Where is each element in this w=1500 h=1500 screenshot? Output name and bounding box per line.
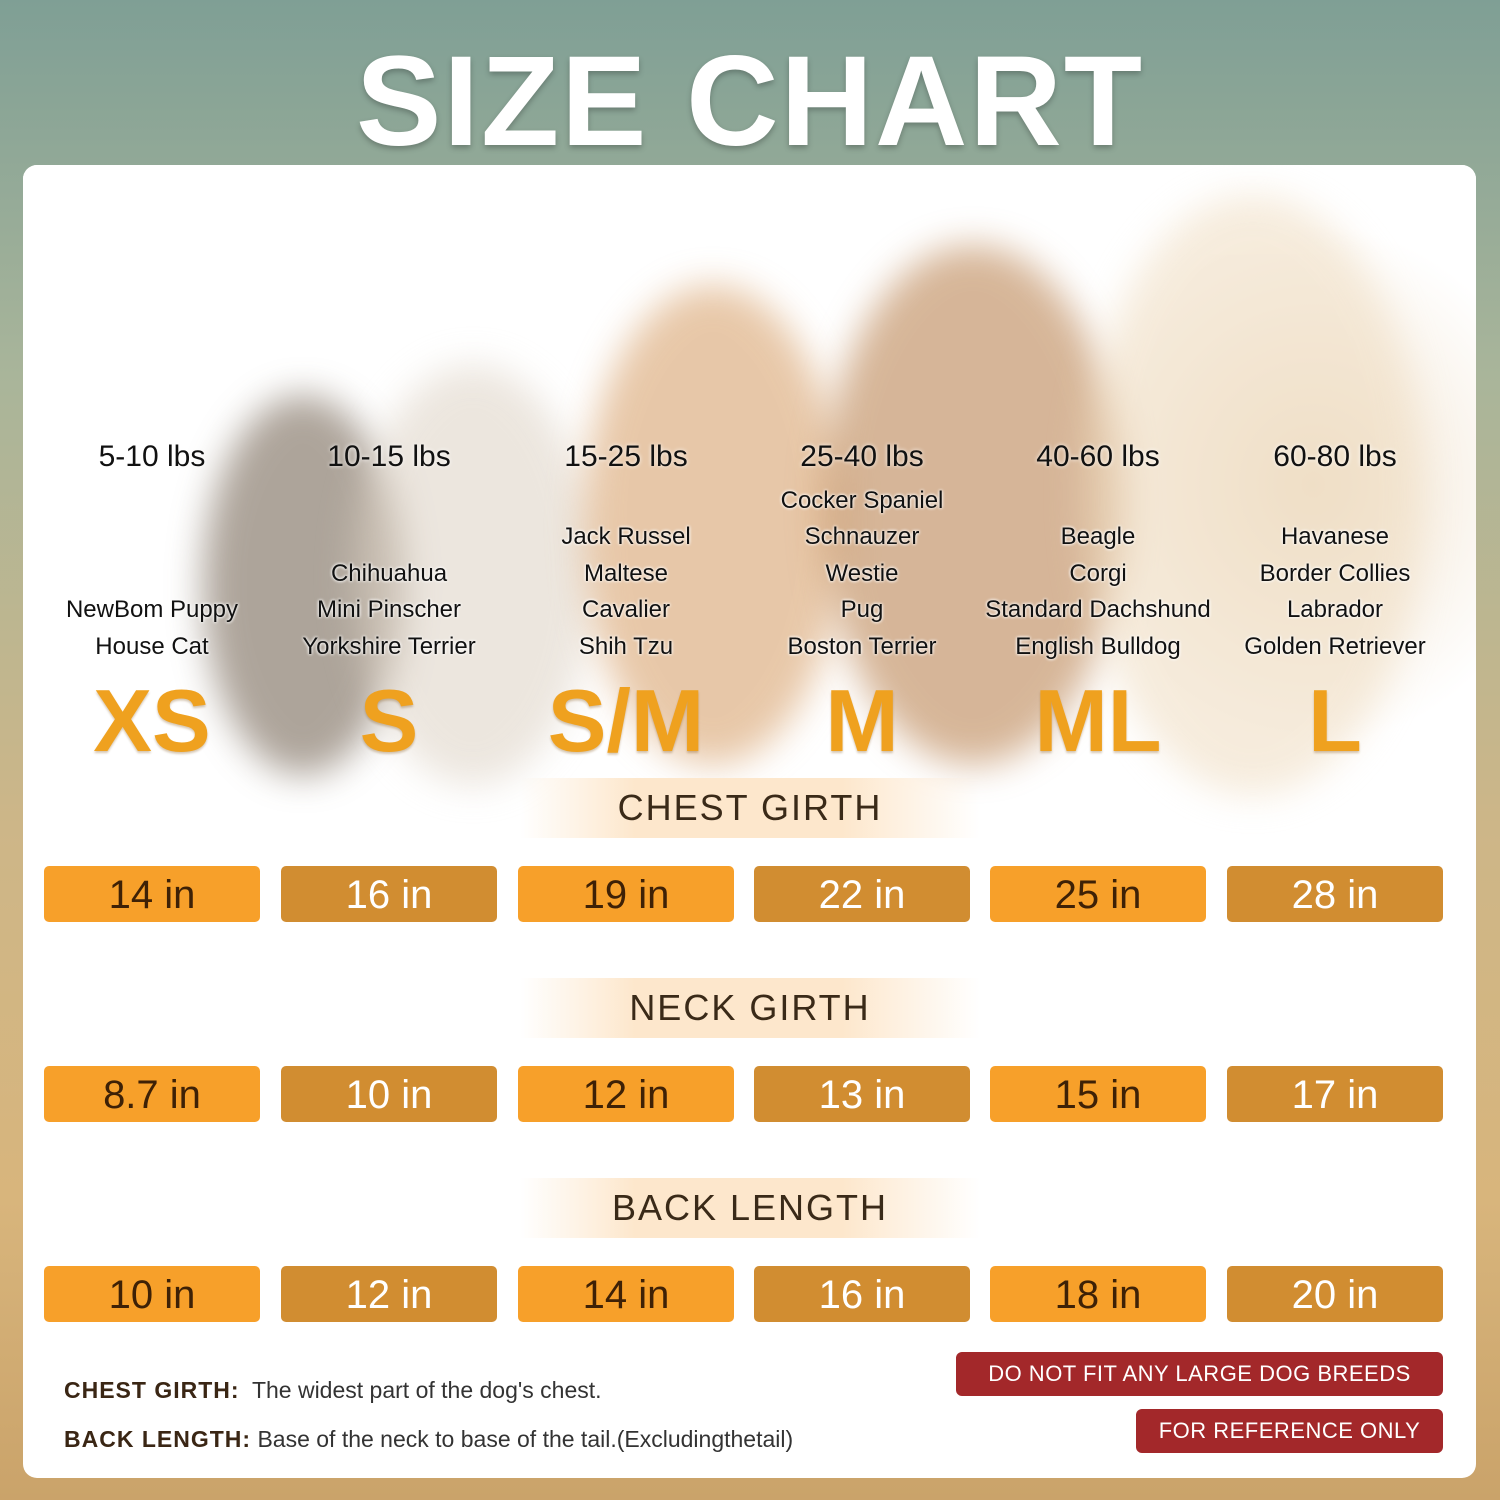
dogs-photo	[23, 165, 1476, 845]
size-label: ML	[1034, 671, 1162, 770]
breed-name: Havanese	[1280, 523, 1390, 550]
note-chest-girth: CHEST GIRTH: The widest part of the dog'…	[64, 1377, 602, 1403]
weight-range: 25-40 lbs	[800, 440, 924, 473]
breed-name: Corgi	[1069, 559, 1127, 587]
measurement-value: 12 in	[518, 1066, 734, 1122]
size-chart-card: 5-10 lbs NewBom Puppy House Cat XS 10-15 l…	[23, 165, 1476, 1478]
page-title: SIZE CHART	[356, 30, 1144, 173]
warning-reference-only: FOR REFERENCE ONLY	[1136, 1409, 1443, 1453]
weight-range: 15-25 lbs	[564, 440, 688, 473]
breed-name: NewBom Puppy	[65, 596, 239, 623]
breed-name: Shih Tzu	[578, 632, 674, 660]
breed-name: Jack Russel	[561, 523, 691, 550]
section-heading: CHEST GIRTH	[520, 778, 980, 838]
measurement-value: 14 in	[518, 1266, 734, 1322]
size-label: XS	[93, 671, 211, 770]
breed-name: Border Collies	[1259, 559, 1411, 587]
breed-list: Beagle Corgi Standard Dachshund English Bul…	[970, 519, 1226, 665]
breed-name: Pug	[840, 596, 884, 623]
breed-list: NewBom Puppy House Cat	[24, 592, 280, 665]
breed-name: House Cat	[95, 632, 209, 660]
breed-name: Standard Dachshund	[985, 596, 1211, 623]
measurement-value: 22 in	[754, 866, 970, 922]
breed-name: Mini Pinscher	[316, 596, 462, 623]
measurement-value: 20 in	[1227, 1266, 1443, 1322]
breed-name: Maltese	[583, 559, 669, 587]
warning-large-breeds: DO NOT FIT ANY LARGE DOG BREEDS	[956, 1352, 1443, 1396]
breed-name: Beagle	[1060, 523, 1136, 550]
measurement-value: 16 in	[281, 866, 497, 922]
measurement-value: 10 in	[281, 1066, 497, 1122]
breed-list: Chihuahua Mini Pinscher Yorkshire Terrier	[261, 556, 517, 666]
size-label: M	[825, 671, 899, 770]
breed-name: Chihuahua	[330, 559, 448, 587]
size-label: S	[359, 671, 419, 770]
weight-range: 40-60 lbs	[1036, 440, 1160, 473]
measurement-value: 25 in	[990, 866, 1206, 922]
breed-name: Yorkshire Terrier	[302, 632, 476, 660]
weight-range: 60-80 lbs	[1273, 440, 1397, 473]
measurement-value: 14 in	[44, 866, 260, 922]
breed-list: Cocker Spaniel Schnauzer Westie Pug Boston T…	[734, 483, 990, 666]
breed-name: Westie	[825, 559, 899, 587]
measurement-value: 18 in	[990, 1266, 1206, 1322]
measurement-value: 10 in	[44, 1266, 260, 1322]
weight-range: 10-15 lbs	[327, 440, 451, 473]
measurement-value: 8.7 in	[44, 1066, 260, 1122]
weight-range: 5-10 lbs	[98, 440, 206, 473]
breed-name: Cavalier	[581, 596, 671, 623]
measurement-value: 13 in	[754, 1066, 970, 1122]
breed-list: Havanese Border Collies Labrador Golden Ret…	[1207, 519, 1463, 665]
section-heading: BACK LENGTH	[520, 1178, 980, 1238]
breed-name: English Bulldog	[1015, 632, 1181, 660]
size-label: L	[1308, 671, 1362, 770]
breed-name: Boston Terrier	[787, 632, 937, 660]
size-label: S/M	[547, 671, 705, 770]
note-back-length: BACK LENGTH: Base of the neck to base of…	[64, 1426, 794, 1452]
measurement-value: 15 in	[990, 1066, 1206, 1122]
breed-name: Labrador	[1286, 596, 1384, 623]
measurement-value: 19 in	[518, 866, 734, 922]
breed-name: Golden Retriever	[1244, 632, 1426, 660]
measurement-value: 12 in	[281, 1266, 497, 1322]
breed-list: Jack Russel Maltese Cavalier Shih Tzu	[498, 519, 754, 665]
breed-name: Cocker Spaniel	[780, 486, 944, 514]
breed-name: Schnauzer	[804, 523, 920, 550]
measurement-value: 16 in	[754, 1266, 970, 1322]
measurement-value: 28 in	[1227, 866, 1443, 922]
section-heading: NECK GIRTH	[520, 978, 980, 1038]
measurement-value: 17 in	[1227, 1066, 1443, 1122]
